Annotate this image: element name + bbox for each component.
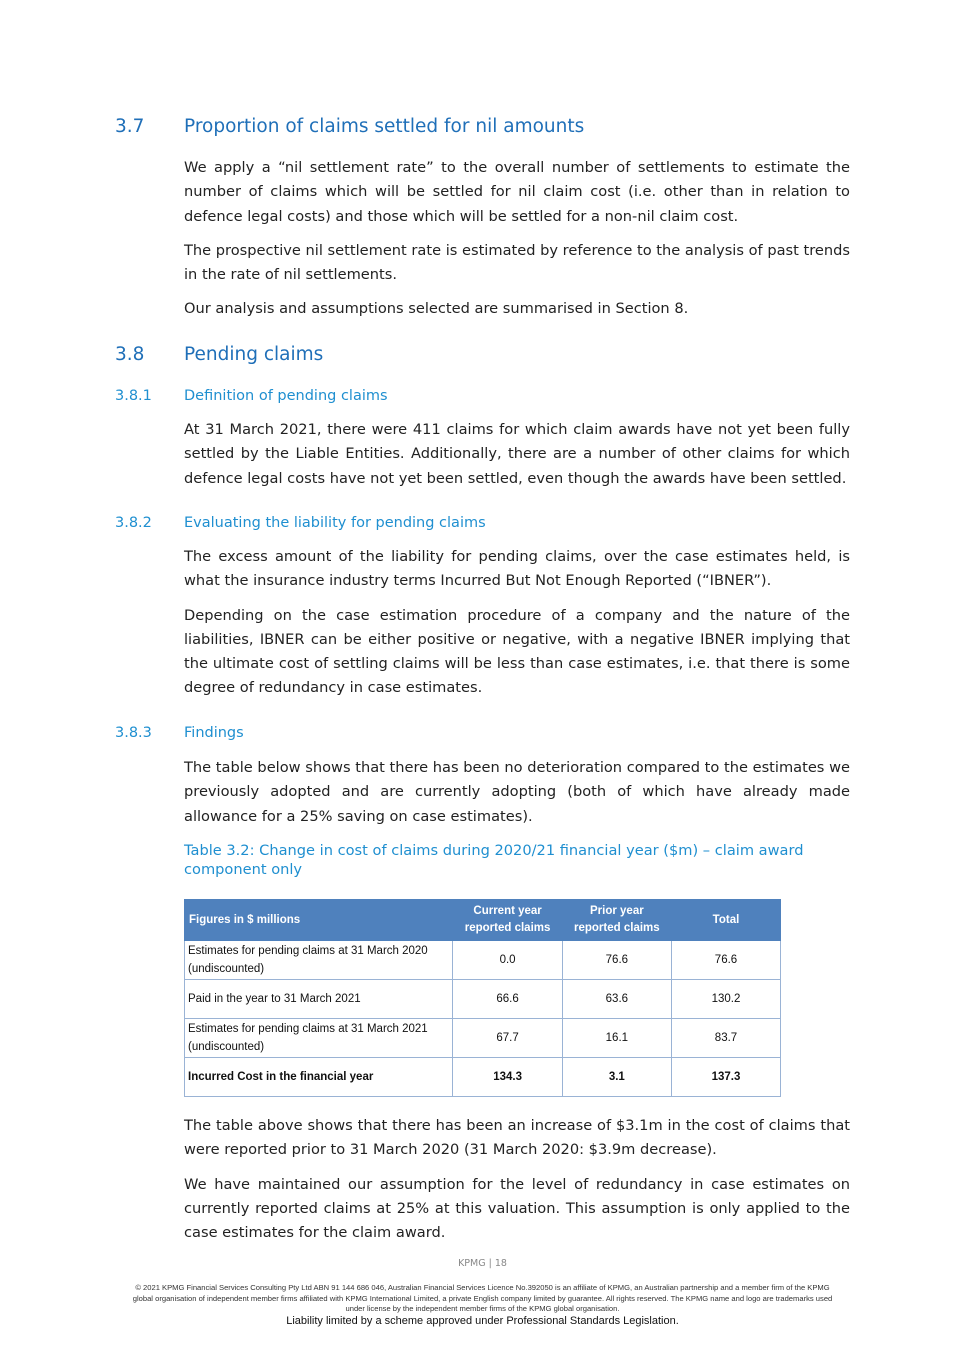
column-header: Prior year reported claims	[561, 899, 672, 941]
paragraph: At 31 March 2021, there were 411 claims …	[184, 421, 850, 487]
claims-cost-table: Figures in $ millions Current year repor…	[183, 899, 782, 1097]
paragraph: The table below shows that there has bee…	[184, 759, 850, 825]
legal-footer: © 2021 KPMG Financial Services Consultin…	[125, 1283, 840, 1328]
legal-text: © 2021 KPMG Financial Services Consultin…	[132, 1283, 833, 1313]
table-cell: 83.7	[670, 1018, 782, 1058]
liability-text: Liability limited by a scheme approved u…	[286, 1314, 679, 1327]
subsection-title: Definition of pending claims	[184, 388, 388, 404]
section-title: Proportion of claims settled for nil amo…	[184, 116, 585, 137]
column-header: Current year reported claims	[452, 899, 563, 941]
table-cell: 67.7	[452, 1018, 563, 1058]
paragraph: The prospective nil settlement rate is e…	[184, 241, 850, 284]
paragraph: Depending on the case estimation procedu…	[184, 606, 850, 697]
table-caption: Table 3.2: Change in cost of claims duri…	[184, 842, 804, 878]
paragraph: Our analysis and assumptions selected ar…	[184, 300, 689, 318]
section-number: 3.8	[115, 344, 145, 365]
table-row: Estimates for pending claims at 31 March…	[183, 940, 782, 980]
table-cell: 0.0	[452, 940, 563, 980]
subsection-body: The table above shows that there has bee…	[184, 1114, 850, 1245]
section-body: We apply a “nil settlement rate” to the …	[184, 156, 850, 322]
table-cell: 134.3	[452, 1057, 563, 1097]
subsection-body: At 31 March 2021, there were 411 claims …	[184, 418, 850, 491]
table-cell: 3.1	[561, 1057, 672, 1097]
row-label: Paid in the year to 31 March 2021	[183, 979, 454, 1019]
table-cell: 63.6	[561, 979, 672, 1019]
row-label: Estimates for pending claims at 31 March…	[183, 1018, 454, 1058]
table-cell: 16.1	[561, 1018, 672, 1058]
column-header: Total	[670, 899, 782, 941]
table-cell: 130.2	[670, 979, 782, 1019]
row-label: Estimates for pending claims at 31 March…	[183, 940, 454, 980]
subsection-number: 3.8.3	[115, 725, 152, 741]
subsection-body: The table below shows that there has bee…	[184, 756, 850, 829]
subsection-number: 3.8.1	[115, 388, 152, 404]
table-row: Paid in the year to 31 March 2021 66.6 6…	[183, 979, 782, 1019]
table-cell: 66.6	[452, 979, 563, 1019]
table-cell: 137.3	[670, 1057, 782, 1097]
section-number: 3.7	[115, 116, 145, 137]
column-header: Figures in $ millions	[183, 899, 454, 941]
paragraph: The excess amount of the liability for p…	[184, 548, 850, 590]
subsection-title: Evaluating the liability for pending cla…	[184, 515, 486, 531]
paragraph: The table above shows that there has bee…	[184, 1117, 850, 1159]
table-cell: 76.6	[670, 940, 782, 980]
table-total-row: Incurred Cost in the financial year 134.…	[183, 1057, 782, 1097]
paragraph: We apply a “nil settlement rate” to the …	[184, 159, 850, 225]
table-header-row: Figures in $ millions Current year repor…	[183, 899, 782, 941]
table-row: Estimates for pending claims at 31 March…	[183, 1018, 782, 1058]
subsection-number: 3.8.2	[115, 515, 152, 531]
row-label: Incurred Cost in the financial year	[183, 1057, 454, 1097]
page-number: KPMG | 18	[458, 1258, 507, 1269]
subsection-body: The excess amount of the liability for p…	[184, 545, 850, 701]
paragraph: We have maintained our assumption for th…	[184, 1175, 850, 1242]
section-title: Pending claims	[184, 344, 324, 365]
table-cell: 76.6	[561, 940, 672, 980]
subsection-title: Findings	[184, 725, 244, 741]
